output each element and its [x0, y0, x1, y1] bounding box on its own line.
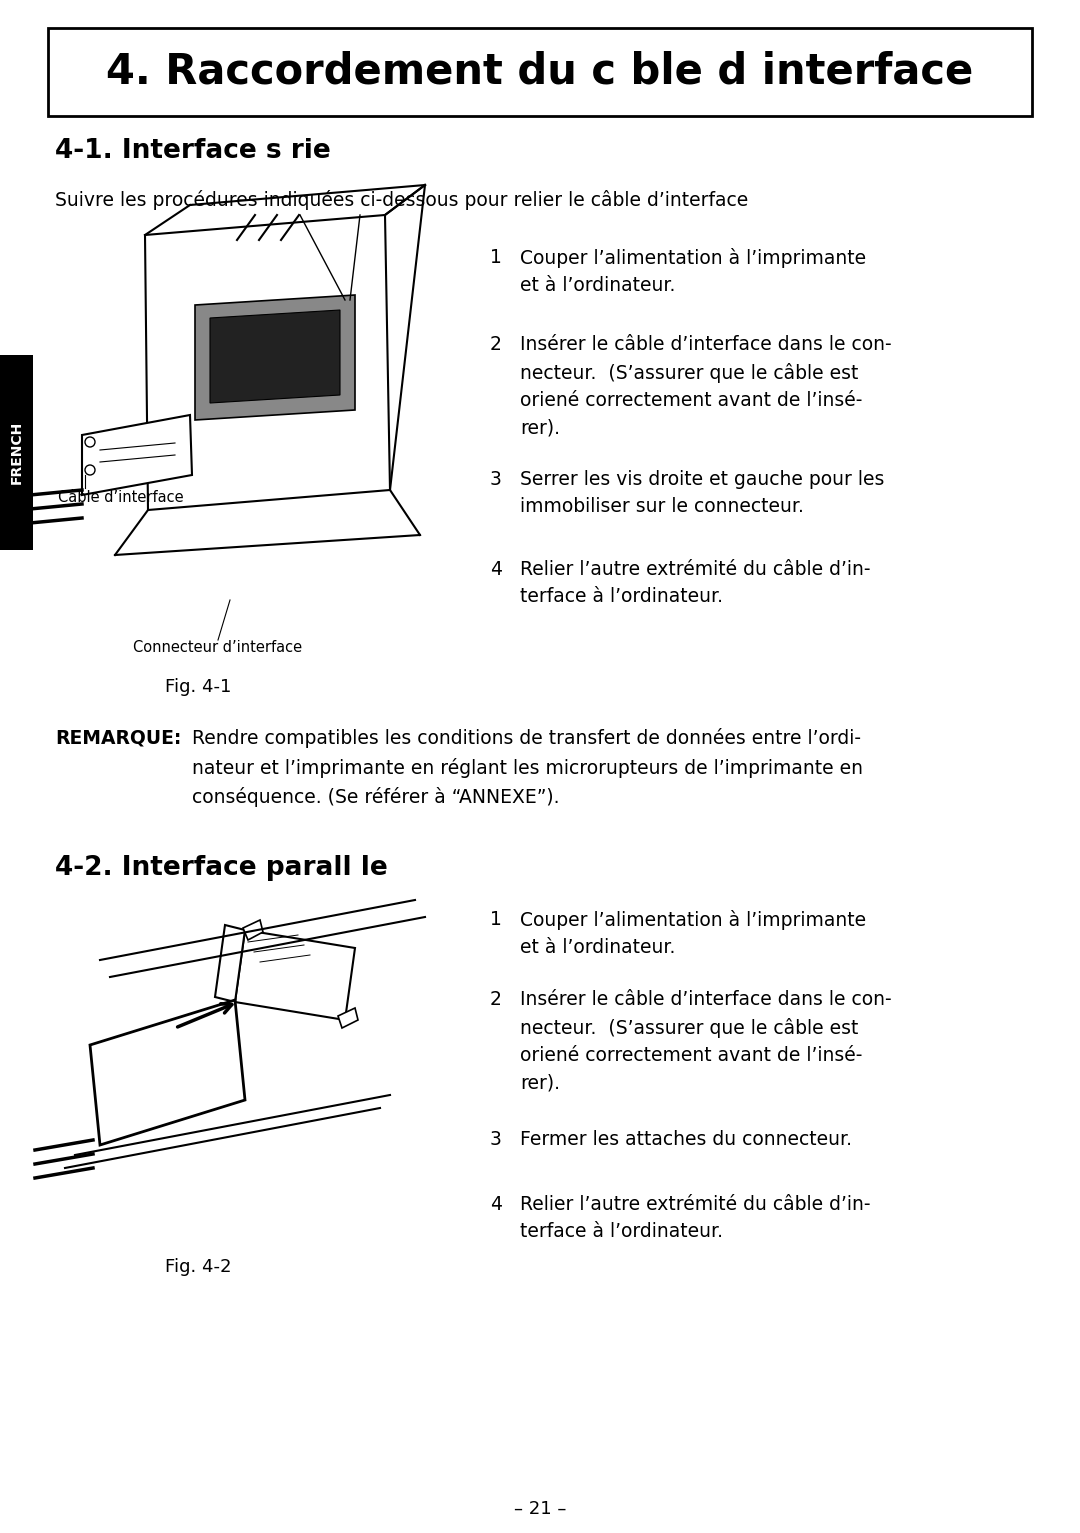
Text: – 21 –: – 21 – [514, 1499, 566, 1518]
Text: 3: 3 [490, 1130, 502, 1150]
Polygon shape [338, 1009, 357, 1029]
Text: Fermer les attaches du connecteur.: Fermer les attaches du connecteur. [519, 1130, 852, 1150]
Bar [48, 28, 1032, 117]
Circle shape [85, 437, 95, 448]
Text: Insérer le câble d’interface dans le con-
necteur.  (S’assurer que le câble est
: Insérer le câble d’interface dans le con… [519, 990, 892, 1093]
Text: 4. Raccordement du c ble d interface: 4. Raccordement du c ble d interface [106, 51, 974, 94]
Text: Fig. 4-1: Fig. 4-1 [165, 678, 231, 696]
Text: 4: 4 [490, 1196, 502, 1214]
Text: Couper l’alimentation à l’imprimante
et à l’ordinateur.: Couper l’alimentation à l’imprimante et … [519, 911, 866, 957]
Polygon shape [90, 1000, 245, 1145]
Text: 1: 1 [490, 248, 502, 267]
Text: Couper l’alimentation à l’imprimante
et à l’ordinateur.: Couper l’alimentation à l’imprimante et … [519, 248, 866, 296]
Polygon shape [145, 215, 390, 510]
Text: Suivre les procédures indiquées ci-dessous pour relier le câble d’interface: Suivre les procédures indiquées ci-desso… [55, 190, 748, 210]
Text: Câble d’interface: Câble d’interface [58, 491, 184, 504]
Text: Rendre compatibles les conditions de transfert de données entre l’ordi-
nateur e: Rendre compatibles les conditions de tra… [192, 728, 863, 808]
Text: 2: 2 [490, 990, 502, 1009]
Text: 1: 1 [490, 911, 502, 929]
Text: Connecteur d’interface: Connecteur d’interface [134, 639, 302, 655]
Text: 4-2. Interface parall le: 4-2. Interface parall le [55, 855, 388, 881]
Text: 4-1. Interface s rie: 4-1. Interface s rie [55, 138, 330, 164]
Polygon shape [215, 924, 245, 1003]
Polygon shape [210, 310, 340, 403]
Bar [0, 356, 33, 550]
Text: 2: 2 [490, 336, 502, 354]
Polygon shape [82, 415, 192, 495]
Text: 4: 4 [490, 560, 502, 579]
Text: Insérer le câble d’interface dans le con-
necteur.  (S’assurer que le câble est
: Insérer le câble d’interface dans le con… [519, 336, 892, 437]
Text: FRENCH: FRENCH [10, 422, 24, 484]
Text: Serrer les vis droite et gauche pour les
immobiliser sur le connecteur.: Serrer les vis droite et gauche pour les… [519, 471, 885, 517]
Polygon shape [235, 931, 355, 1019]
Text: Fig. 4-2: Fig. 4-2 [165, 1259, 231, 1275]
Text: 3: 3 [490, 471, 502, 489]
Polygon shape [243, 920, 264, 940]
Text: Relier l’autre extrémité du câble d’in-
terface à l’ordinateur.: Relier l’autre extrémité du câble d’in- … [519, 1196, 870, 1242]
Text: Relier l’autre extrémité du câble d’in-
terface à l’ordinateur.: Relier l’autre extrémité du câble d’in- … [519, 560, 870, 606]
Text: REMARQUE:: REMARQUE: [55, 728, 181, 747]
Circle shape [85, 464, 95, 475]
Polygon shape [195, 294, 355, 420]
